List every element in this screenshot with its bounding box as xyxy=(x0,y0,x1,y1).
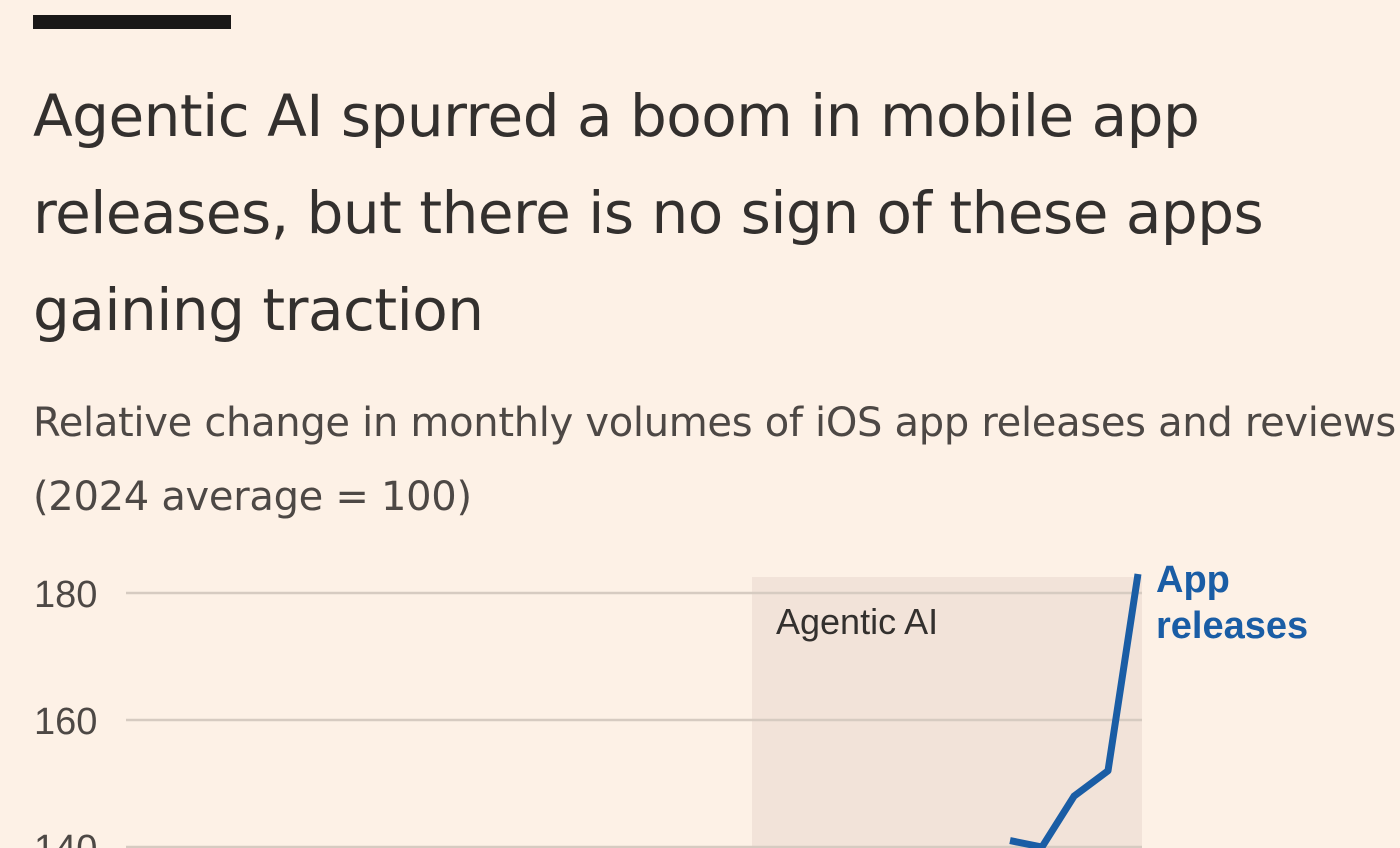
top-rule xyxy=(33,15,231,29)
agentic-ai-shaded-region xyxy=(752,577,1142,848)
series-label-app-releases: App releases xyxy=(1156,559,1308,647)
chart-title: Agentic AI spurred a boom in mobile app … xyxy=(33,82,1264,344)
chart-subtitle: Relative change in monthly volumes of iO… xyxy=(33,400,1396,520)
y-tick-label-140: 140 xyxy=(34,828,97,848)
y-axis-tick-labels: 180 160 140 xyxy=(34,574,97,848)
agentic-ai-label: Agentic AI xyxy=(776,601,938,642)
y-tick-label-160: 160 xyxy=(34,701,97,743)
gridlines xyxy=(126,591,1142,848)
series-line-app-releases xyxy=(1009,573,1142,848)
y-tick-label-180: 180 xyxy=(34,574,97,616)
series-group: App releases xyxy=(1009,559,1308,848)
